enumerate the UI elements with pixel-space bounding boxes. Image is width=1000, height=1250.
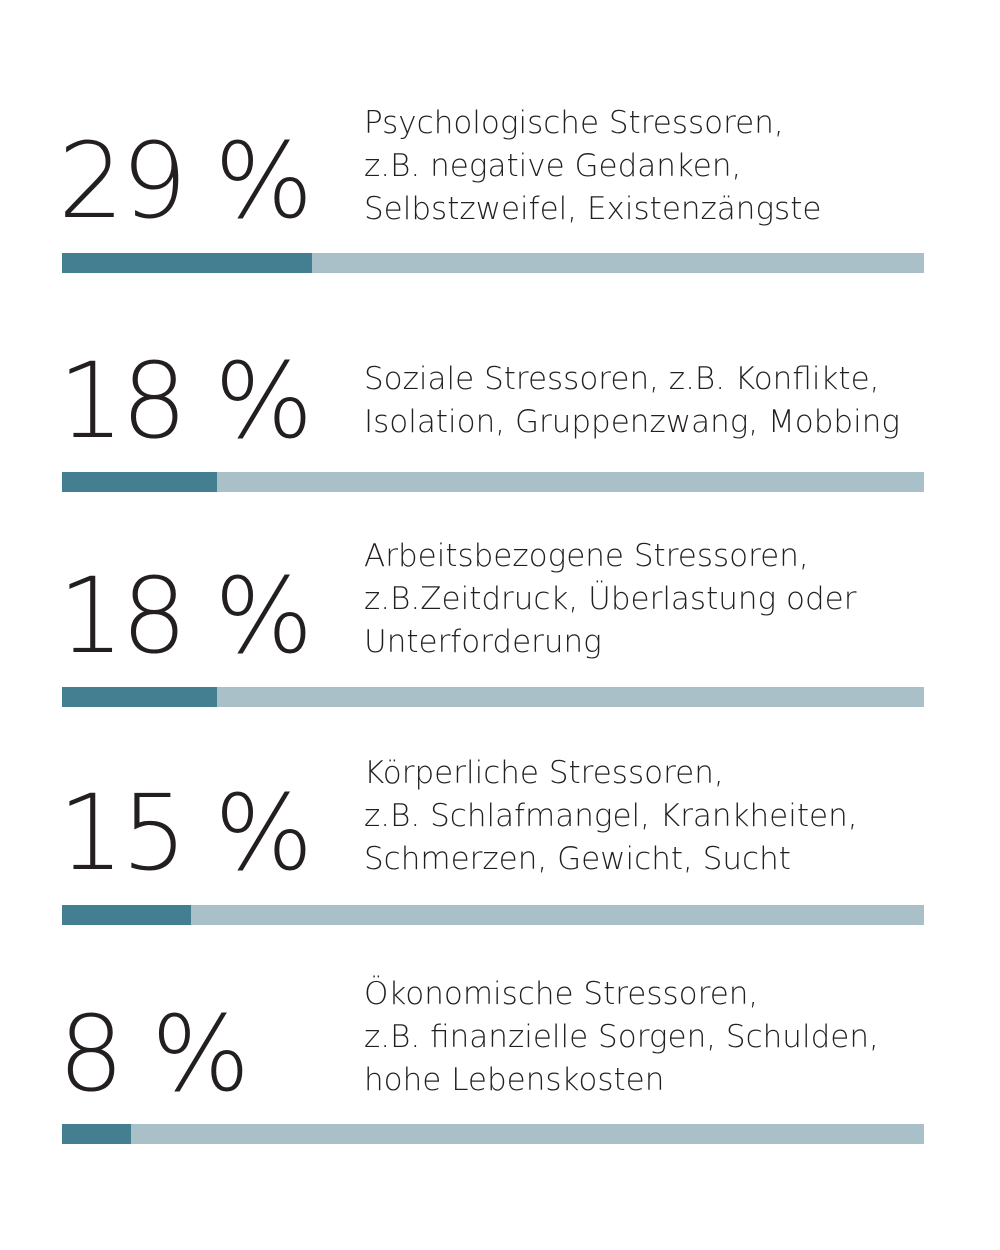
bar-fill — [62, 1124, 131, 1144]
description-line: z.B. negative Gedanken, — [364, 148, 742, 184]
description-line: z.B. Schlafmangel, Krankheiten, — [364, 798, 858, 834]
stressor-row-koerperlich: 15 % Körperliche Stressoren, z.B. Schlaf… — [58, 752, 926, 925]
stressor-row-sozial: 18 % Soziale Stressoren, z.B. Konflikte,… — [58, 320, 926, 492]
bar-track — [62, 905, 924, 925]
bar-track — [62, 253, 924, 273]
bar-fill — [62, 905, 191, 925]
description: Psychologische Stressoren, z.B. negative… — [364, 102, 944, 231]
bar-fill — [62, 472, 217, 492]
description-line: Arbeitsbezogene Stressoren, — [364, 538, 809, 574]
description-line: z.B. finanzielle Sorgen, Schulden, — [364, 1019, 879, 1055]
percent-label: 29 % — [58, 120, 313, 242]
stressor-row-psychologisch: 29 % Psychologische Stressoren, z.B. neg… — [58, 100, 926, 273]
percent-label: 18 % — [58, 340, 313, 462]
bar-track — [62, 1124, 924, 1144]
description-line: Soziale Stressoren, z.B. Konflikte, — [364, 361, 880, 397]
description-line: Isolation, Gruppenzwang, Mobbing — [364, 404, 900, 440]
percent-label: 15 % — [58, 772, 313, 894]
description-line: Ökonomische Stressoren, — [364, 976, 759, 1012]
bar-track — [62, 687, 924, 707]
stressor-row-arbeit: 18 % Arbeitsbezogene Stressoren, z.B.Zei… — [58, 535, 926, 707]
description-line: Unterforderung — [364, 624, 602, 660]
description-line: z.B.Zeitdruck, Überlastung oder — [364, 581, 857, 617]
percent-label: 8 % — [58, 993, 250, 1115]
bar-track — [62, 472, 924, 492]
bar-fill — [62, 253, 312, 273]
description-line: hohe Lebenskosten — [364, 1062, 665, 1098]
description: Ökonomische Stressoren, z.B. finanzielle… — [364, 973, 944, 1102]
percent-label: 18 % — [58, 555, 313, 677]
description-line: Psychologische Stressoren, — [364, 105, 784, 141]
description: Soziale Stressoren, z.B. Konflikte, Isol… — [364, 358, 944, 444]
description-line: Körperliche Stressoren, — [364, 755, 724, 791]
description: Arbeitsbezogene Stressoren, z.B.Zeitdruc… — [364, 535, 944, 664]
bar-fill — [62, 687, 217, 707]
stressor-row-oekonomisch: 8 % Ökonomische Stressoren, z.B. finanzi… — [58, 973, 926, 1144]
description-line: Selbstzweifel, Existenzängste — [364, 191, 822, 227]
description-line: Schmerzen, Gewicht, Sucht — [364, 841, 791, 877]
description: Körperliche Stressoren, z.B. Schlafmange… — [364, 752, 944, 881]
